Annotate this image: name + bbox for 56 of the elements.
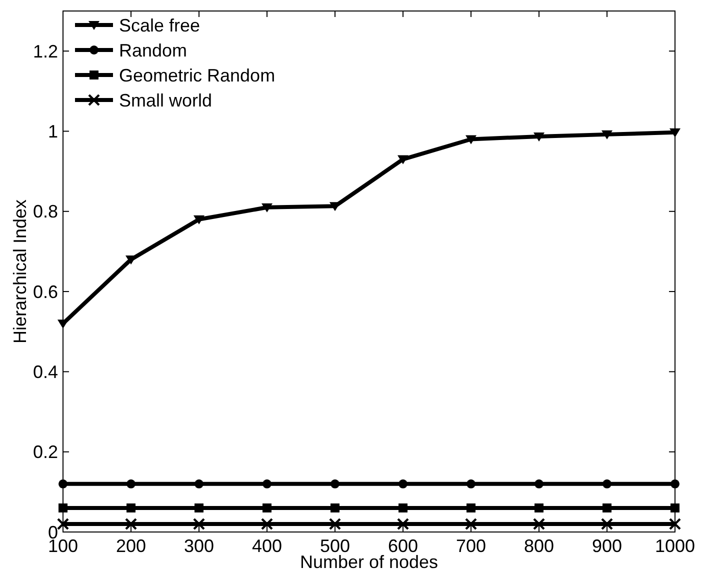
point <box>262 503 272 512</box>
legend-label: Scale free <box>119 15 200 36</box>
y-tick-label: 1.2 <box>32 41 58 62</box>
point <box>466 479 476 488</box>
point <box>328 518 342 530</box>
point <box>58 479 68 488</box>
point <box>534 132 544 142</box>
point <box>532 518 546 530</box>
point <box>464 518 478 530</box>
point <box>398 479 408 488</box>
legend-label: Small world <box>119 90 212 110</box>
point <box>396 518 410 530</box>
legend-label: Geometric Random <box>119 65 276 86</box>
point <box>192 518 206 530</box>
x-tick-label: 700 <box>456 536 486 556</box>
point <box>56 518 70 530</box>
point <box>398 155 408 164</box>
point <box>670 503 680 512</box>
y-tick-label: 0.8 <box>32 202 58 222</box>
point <box>262 479 272 488</box>
point <box>466 503 476 512</box>
point <box>670 128 680 138</box>
point <box>602 130 612 140</box>
x-tick-label: 900 <box>592 536 622 556</box>
point <box>600 518 614 530</box>
point <box>260 518 274 530</box>
point <box>330 503 340 512</box>
point <box>58 320 68 329</box>
point <box>126 479 136 488</box>
y-tick-label: 0.2 <box>32 442 58 462</box>
x-tick-label: 400 <box>252 536 282 556</box>
point <box>194 503 204 512</box>
legend-label: Random <box>119 40 188 60</box>
point <box>398 503 408 512</box>
y-tick-label: 0.4 <box>32 362 58 382</box>
y-tick-label: 0.6 <box>32 282 58 302</box>
y-axis-title: Hierarchical Index <box>10 199 30 344</box>
x-tick-label: 1000 <box>654 536 696 556</box>
point <box>602 503 612 512</box>
x-tick-label: 200 <box>116 536 146 556</box>
x-tick-label: 800 <box>524 536 554 556</box>
point <box>194 215 204 224</box>
point <box>262 203 272 212</box>
point <box>668 518 682 530</box>
point <box>466 135 476 144</box>
point <box>534 503 544 512</box>
y-tick-label: 1 <box>48 122 58 142</box>
point <box>670 479 680 488</box>
point <box>602 479 612 488</box>
x-tick-label: 300 <box>184 536 214 556</box>
point <box>330 479 340 488</box>
point <box>194 479 204 488</box>
point <box>124 518 138 530</box>
point <box>126 503 136 512</box>
point <box>58 503 68 512</box>
point <box>534 479 544 488</box>
